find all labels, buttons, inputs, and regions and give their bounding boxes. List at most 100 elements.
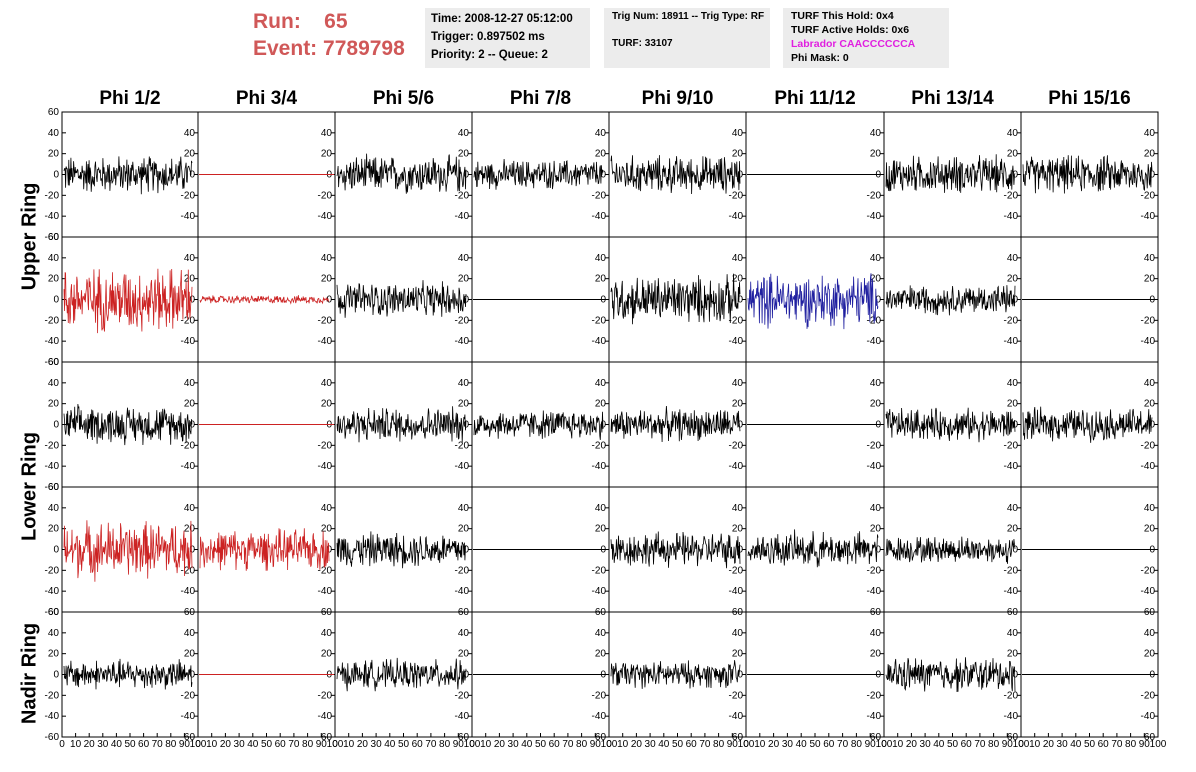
column-title: Phi 13/14	[911, 88, 994, 109]
x-tick-label: 0	[332, 739, 338, 750]
y-tick-label: 20	[1007, 524, 1019, 535]
waveform-trace	[610, 531, 741, 569]
waveform-trace	[610, 273, 741, 325]
y-tick-label: 20	[184, 399, 196, 410]
y-tick-label: -40	[455, 711, 470, 722]
x-tick-label: 90	[1002, 739, 1014, 750]
y-tick-label: -40	[45, 336, 60, 347]
x-tick-label: 40	[1070, 739, 1082, 750]
y-tick-label: -40	[181, 211, 196, 222]
y-tick-label: -40	[1141, 336, 1156, 347]
x-tick-label: 100	[1013, 739, 1030, 750]
y-tick-label: 20	[870, 149, 882, 160]
y-tick-label: 20	[870, 399, 882, 410]
x-tick-label: 70	[425, 739, 437, 750]
y-tick-label: -20	[592, 315, 607, 326]
y-tick-label: -20	[181, 565, 196, 576]
y-tick-label: 0	[53, 295, 59, 306]
y-tick-label: 40	[48, 503, 60, 514]
column-title: Phi 7/8	[509, 88, 572, 109]
y-tick-label: 0	[189, 420, 195, 431]
y-tick-label: 40	[184, 503, 196, 514]
event-label: Event:	[253, 37, 318, 60]
y-tick-label: 60	[458, 607, 470, 618]
x-tick-label: 100	[190, 739, 207, 750]
x-tick-label: 0	[195, 739, 201, 750]
y-tick-label: 20	[595, 149, 607, 160]
x-tick-label: 100	[464, 739, 481, 750]
x-tick-label: 90	[727, 739, 739, 750]
y-tick-label: 20	[184, 149, 196, 160]
y-tick-label: -20	[867, 190, 882, 201]
x-tick-label: 90	[865, 739, 877, 750]
y-tick-label: 20	[458, 274, 470, 285]
x-tick-label: 20	[631, 739, 643, 750]
x-tick-label: 20	[220, 739, 232, 750]
y-tick-label: 40	[595, 628, 607, 639]
waveform-trace	[885, 154, 1016, 193]
waveform-trace	[199, 528, 330, 571]
y-tick-label: 60	[1144, 607, 1156, 618]
y-tick-label: 40	[458, 628, 470, 639]
y-tick-label: -40	[1141, 461, 1156, 472]
y-tick-label: -20	[318, 190, 333, 201]
x-tick-label: 0	[1018, 739, 1024, 750]
y-tick-label: 0	[1149, 420, 1155, 431]
y-tick-label: -40	[455, 461, 470, 472]
waveform-trace	[885, 536, 1016, 564]
y-tick-label: -20	[729, 190, 744, 201]
y-tick-label: -20	[1141, 565, 1156, 576]
y-tick-label: 20	[48, 399, 60, 410]
y-tick-label: -40	[729, 211, 744, 222]
x-tick-label: 30	[508, 739, 520, 750]
y-tick-label: -60	[45, 482, 60, 493]
run-line: Run: 65	[253, 8, 405, 35]
y-tick-label: -40	[592, 336, 607, 347]
y-tick-label: -40	[45, 711, 60, 722]
y-tick-label: -60	[592, 732, 607, 743]
x-tick-label: 50	[535, 739, 547, 750]
x-tick-label: 70	[837, 739, 849, 750]
y-tick-label: -60	[45, 232, 60, 243]
column-title: Phi 1/2	[99, 88, 161, 109]
y-tick-label: -40	[181, 586, 196, 597]
y-tick-label: -40	[867, 211, 882, 222]
y-tick-label: -60	[45, 732, 60, 743]
trig-turf-box: Trig Num: 18911 -- Trig Type: RF TURF: 3…	[604, 8, 770, 68]
x-tick-label: 70	[562, 739, 574, 750]
y-tick-label: -20	[1141, 190, 1156, 201]
column-title: Phi 5/6	[372, 88, 435, 109]
y-tick-label: -20	[729, 690, 744, 701]
x-tick-label: 80	[439, 739, 451, 750]
y-tick-label: 40	[1144, 253, 1156, 264]
y-tick-label: -20	[1004, 190, 1019, 201]
y-tick-label: -40	[181, 461, 196, 472]
waveform-trace	[473, 410, 604, 440]
y-tick-label: 40	[321, 378, 333, 389]
y-tick-label: -20	[181, 440, 196, 451]
y-tick-label: 20	[184, 649, 196, 660]
x-tick-label: 40	[658, 739, 670, 750]
x-tick-label: 10	[892, 739, 904, 750]
column-title: Phi 9/10	[641, 88, 714, 109]
y-tick-label: -20	[592, 690, 607, 701]
y-tick-label: -40	[181, 336, 196, 347]
trig-text: Trig Num: 18911 -- Trig Type: RF	[612, 11, 765, 22]
x-tick-label: 50	[809, 739, 821, 750]
y-tick-label: 40	[732, 628, 744, 639]
y-tick-label: 0	[1012, 170, 1018, 181]
x-tick-label: 60	[275, 739, 287, 750]
column-title: Phi 11/12	[774, 88, 856, 109]
y-tick-label: -20	[592, 440, 607, 451]
y-tick-label: 40	[732, 253, 744, 264]
y-tick-label: 20	[595, 649, 607, 660]
y-tick-label: 60	[184, 607, 196, 618]
y-tick-label: 60	[48, 107, 60, 118]
x-tick-label: 0	[59, 739, 65, 750]
y-tick-label: 40	[184, 378, 196, 389]
y-tick-label: 20	[321, 274, 333, 285]
y-tick-label: 60	[48, 607, 60, 618]
waveform-trace	[336, 531, 467, 569]
y-tick-label: 40	[1007, 253, 1019, 264]
y-tick-label: -20	[455, 565, 470, 576]
